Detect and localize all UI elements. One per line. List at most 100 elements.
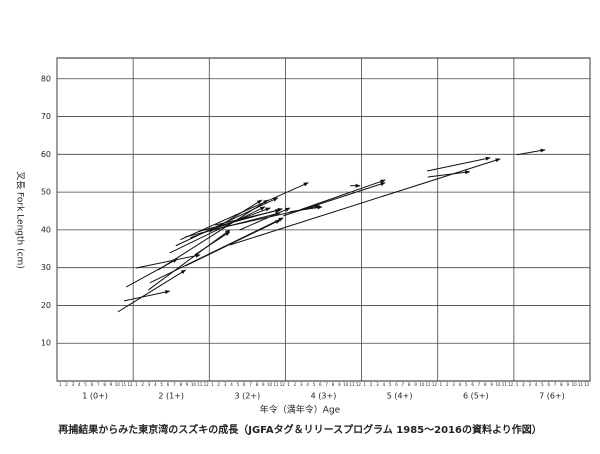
month-label: 10	[419, 382, 425, 387]
month-label: 10	[191, 382, 197, 387]
month-label: 3	[224, 382, 227, 387]
month-label: 9	[110, 382, 113, 387]
month-label: 4	[78, 382, 81, 387]
month-label: 3	[148, 382, 151, 387]
growth-arrow	[299, 179, 386, 211]
month-label: 4	[154, 382, 157, 387]
month-label: 4	[459, 382, 462, 387]
month-label: 6	[471, 382, 474, 387]
month-label: 2	[218, 382, 221, 387]
month-label: 9	[186, 382, 189, 387]
month-label: 5	[160, 382, 163, 387]
growth-arrow	[148, 229, 231, 291]
month-label: 11	[350, 382, 356, 387]
growth-arrow	[117, 269, 187, 313]
month-label: 2	[141, 382, 144, 387]
age-label: 3 (2+)	[235, 392, 261, 401]
month-label: 8	[179, 382, 182, 387]
month-label: 1	[363, 382, 366, 387]
growth-arrow	[289, 205, 323, 213]
month-label: 11	[121, 382, 127, 387]
age-label: 4 (3+)	[311, 392, 337, 401]
age-label: 2 (1+)	[158, 392, 184, 401]
month-label: 6	[167, 382, 170, 387]
y-tick-label: 30	[41, 263, 51, 272]
month-label: 5	[84, 382, 87, 387]
growth-arrow	[136, 253, 201, 269]
age-label: 6 (5+)	[463, 392, 489, 401]
month-label: 7	[402, 382, 405, 387]
month-label: 5	[541, 382, 544, 387]
month-label: 2	[294, 382, 297, 387]
month-label: 1	[440, 382, 443, 387]
month-label: 7	[554, 382, 557, 387]
month-label: 12	[204, 382, 210, 387]
y-tick-label: 40	[41, 225, 51, 234]
month-label: 5	[313, 382, 316, 387]
growth-arrow	[169, 206, 266, 254]
growth-arrow	[426, 156, 491, 172]
growth-arrow	[229, 158, 501, 246]
month-label: 4	[306, 382, 309, 387]
age-label: 7 (6+)	[539, 392, 565, 401]
growth-arrow	[149, 217, 284, 284]
month-label: 10	[495, 382, 501, 387]
month-label: 8	[256, 382, 259, 387]
month-label: 9	[262, 382, 265, 387]
month-label: 6	[547, 382, 550, 387]
x-axis-label: 年令（満年令）Age	[260, 404, 341, 416]
month-label: 6	[319, 382, 322, 387]
month-label: 6	[91, 382, 94, 387]
month-label: 10	[267, 382, 273, 387]
growth-arrow	[516, 148, 546, 156]
month-label: 3	[452, 382, 455, 387]
month-label: 4	[383, 382, 386, 387]
y-tick-label: 10	[41, 339, 51, 348]
age-label: 1 (0+)	[82, 392, 108, 401]
y-axis-label: 叉長 Fork Length (cm)	[15, 171, 26, 269]
month-label: 9	[567, 382, 570, 387]
y-tick-label: 70	[41, 112, 51, 121]
month-label: 3	[528, 382, 531, 387]
month-label: 1	[516, 382, 519, 387]
y-tick-label: 20	[41, 301, 51, 310]
month-label: 11	[502, 382, 508, 387]
month-label: 8	[560, 382, 563, 387]
month-label: 12	[127, 382, 133, 387]
month-label: 6	[243, 382, 246, 387]
month-label: 7	[249, 382, 252, 387]
y-tick-label: 50	[41, 188, 51, 197]
month-label: 5	[465, 382, 468, 387]
month-label: 2	[65, 382, 68, 387]
month-label: 5	[389, 382, 392, 387]
growth-arrow	[209, 199, 263, 233]
month-label: 8	[103, 382, 106, 387]
growth-arrow	[427, 170, 471, 178]
month-label: 2	[522, 382, 525, 387]
month-label: 5	[237, 382, 240, 387]
y-tick-label: 60	[41, 150, 51, 159]
month-label: 7	[478, 382, 481, 387]
month-label: 7	[173, 382, 176, 387]
month-label: 9	[414, 382, 417, 387]
caption: 再捕結果からみた東京湾のスズキの成長（JGFAタグ＆リリースプログラム 1985…	[58, 423, 542, 436]
age-label: 5 (4+)	[387, 392, 413, 401]
month-label: 12	[280, 382, 286, 387]
plot-frame	[56, 57, 591, 382]
month-label: 2	[370, 382, 373, 387]
month-label: 3	[376, 382, 379, 387]
month-label: 12	[508, 382, 514, 387]
month-label: 6	[395, 382, 398, 387]
growth-arrow	[239, 207, 291, 231]
month-label: 10	[115, 382, 121, 387]
growth-arrow	[194, 231, 231, 256]
month-label: 8	[408, 382, 411, 387]
month-label: 2	[446, 382, 449, 387]
month-label: 3	[300, 382, 303, 387]
month-label: 8	[484, 382, 487, 387]
month-label: 7	[97, 382, 100, 387]
growth-arrow	[185, 219, 281, 267]
month-label: 1	[59, 382, 62, 387]
month-label: 4	[230, 382, 233, 387]
